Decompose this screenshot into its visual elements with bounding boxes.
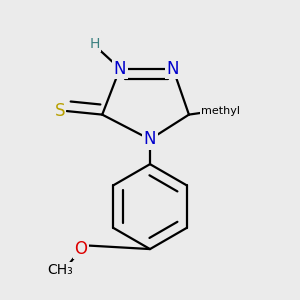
Text: N: N (114, 60, 126, 78)
Text: CH₃: CH₃ (47, 263, 73, 277)
Text: S: S (55, 102, 65, 120)
Text: O: O (74, 240, 88, 258)
Text: methyl: methyl (201, 106, 240, 116)
Text: H: H (90, 37, 100, 51)
Text: N: N (144, 130, 156, 148)
Text: N: N (167, 60, 179, 78)
